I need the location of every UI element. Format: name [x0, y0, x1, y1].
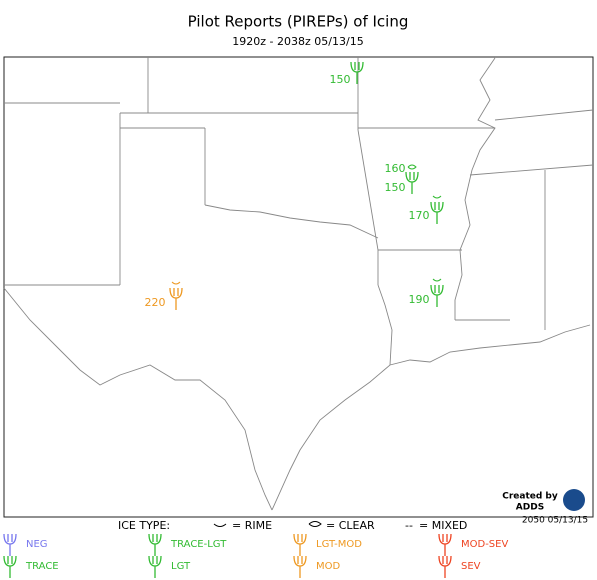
legend-label: LGT-MOD — [316, 539, 362, 550]
subtitle: 1920z - 2038z 05/13/15 — [232, 35, 363, 48]
legend-label: LGT — [171, 561, 191, 572]
icing-symbol — [430, 284, 444, 307]
credit-line: ADDS — [516, 503, 544, 513]
altitude-label: 150 — [385, 181, 406, 194]
icing-symbol — [430, 201, 444, 224]
credit-line: Created by — [502, 492, 558, 502]
legend-label: SEV — [461, 561, 481, 572]
icing-symbol — [405, 171, 419, 194]
credit: Created by ADDS 2050 05/13/15 — [502, 489, 588, 526]
legend-clear: = CLEAR — [326, 519, 375, 532]
pirep-layer: 150 160 150 170 220 190 — [145, 61, 444, 310]
timestamp: 2050 05/13/15 — [522, 516, 588, 526]
icing-symbol — [148, 555, 162, 578]
legend-rime: = RIME — [232, 519, 272, 532]
legend-label: MOD — [316, 561, 340, 572]
icing-symbol — [293, 533, 307, 556]
icing-symbol — [3, 555, 17, 578]
icing-symbol — [438, 555, 452, 578]
legend-heading: ICE TYPE: — [118, 519, 170, 532]
altitude-label: 150 — [330, 73, 351, 86]
legend: ICE TYPE: = RIME = CLEAR -- = MIXED — [118, 519, 467, 532]
altitude-label: 160 — [385, 162, 406, 175]
noaa-logo — [563, 489, 585, 511]
base-map — [3, 56, 594, 518]
altitude-label: 170 — [409, 209, 430, 222]
rime-marker — [171, 281, 181, 285]
clear-symbol — [308, 521, 322, 527]
legend-items: NEG TRACE-LGT LGT-MOD MOD-SEV TRACE LGT MOD SEV — [3, 533, 508, 578]
rime-marker — [432, 195, 442, 199]
icing-symbol — [3, 533, 17, 556]
title: Pilot Reports (PIREPs) of Icing — [188, 13, 409, 31]
altitude-label: 220 — [145, 296, 166, 309]
icing-symbol — [438, 533, 452, 556]
mixed-symbol: -- — [405, 519, 413, 532]
clear-marker — [407, 164, 417, 170]
rime-marker — [432, 278, 442, 282]
legend-label: TRACE — [25, 561, 59, 572]
rime-symbol — [213, 523, 227, 527]
icing-symbol — [293, 555, 307, 578]
icing-symbol — [350, 61, 364, 84]
icing-symbol — [169, 287, 183, 310]
icing-symbol — [148, 533, 162, 556]
legend-label: NEG — [26, 539, 48, 550]
legend-label: TRACE-LGT — [170, 539, 227, 550]
altitude-label: 190 — [409, 293, 430, 306]
legend-label: MOD-SEV — [461, 539, 508, 550]
legend-mixed: = MIXED — [419, 519, 467, 532]
